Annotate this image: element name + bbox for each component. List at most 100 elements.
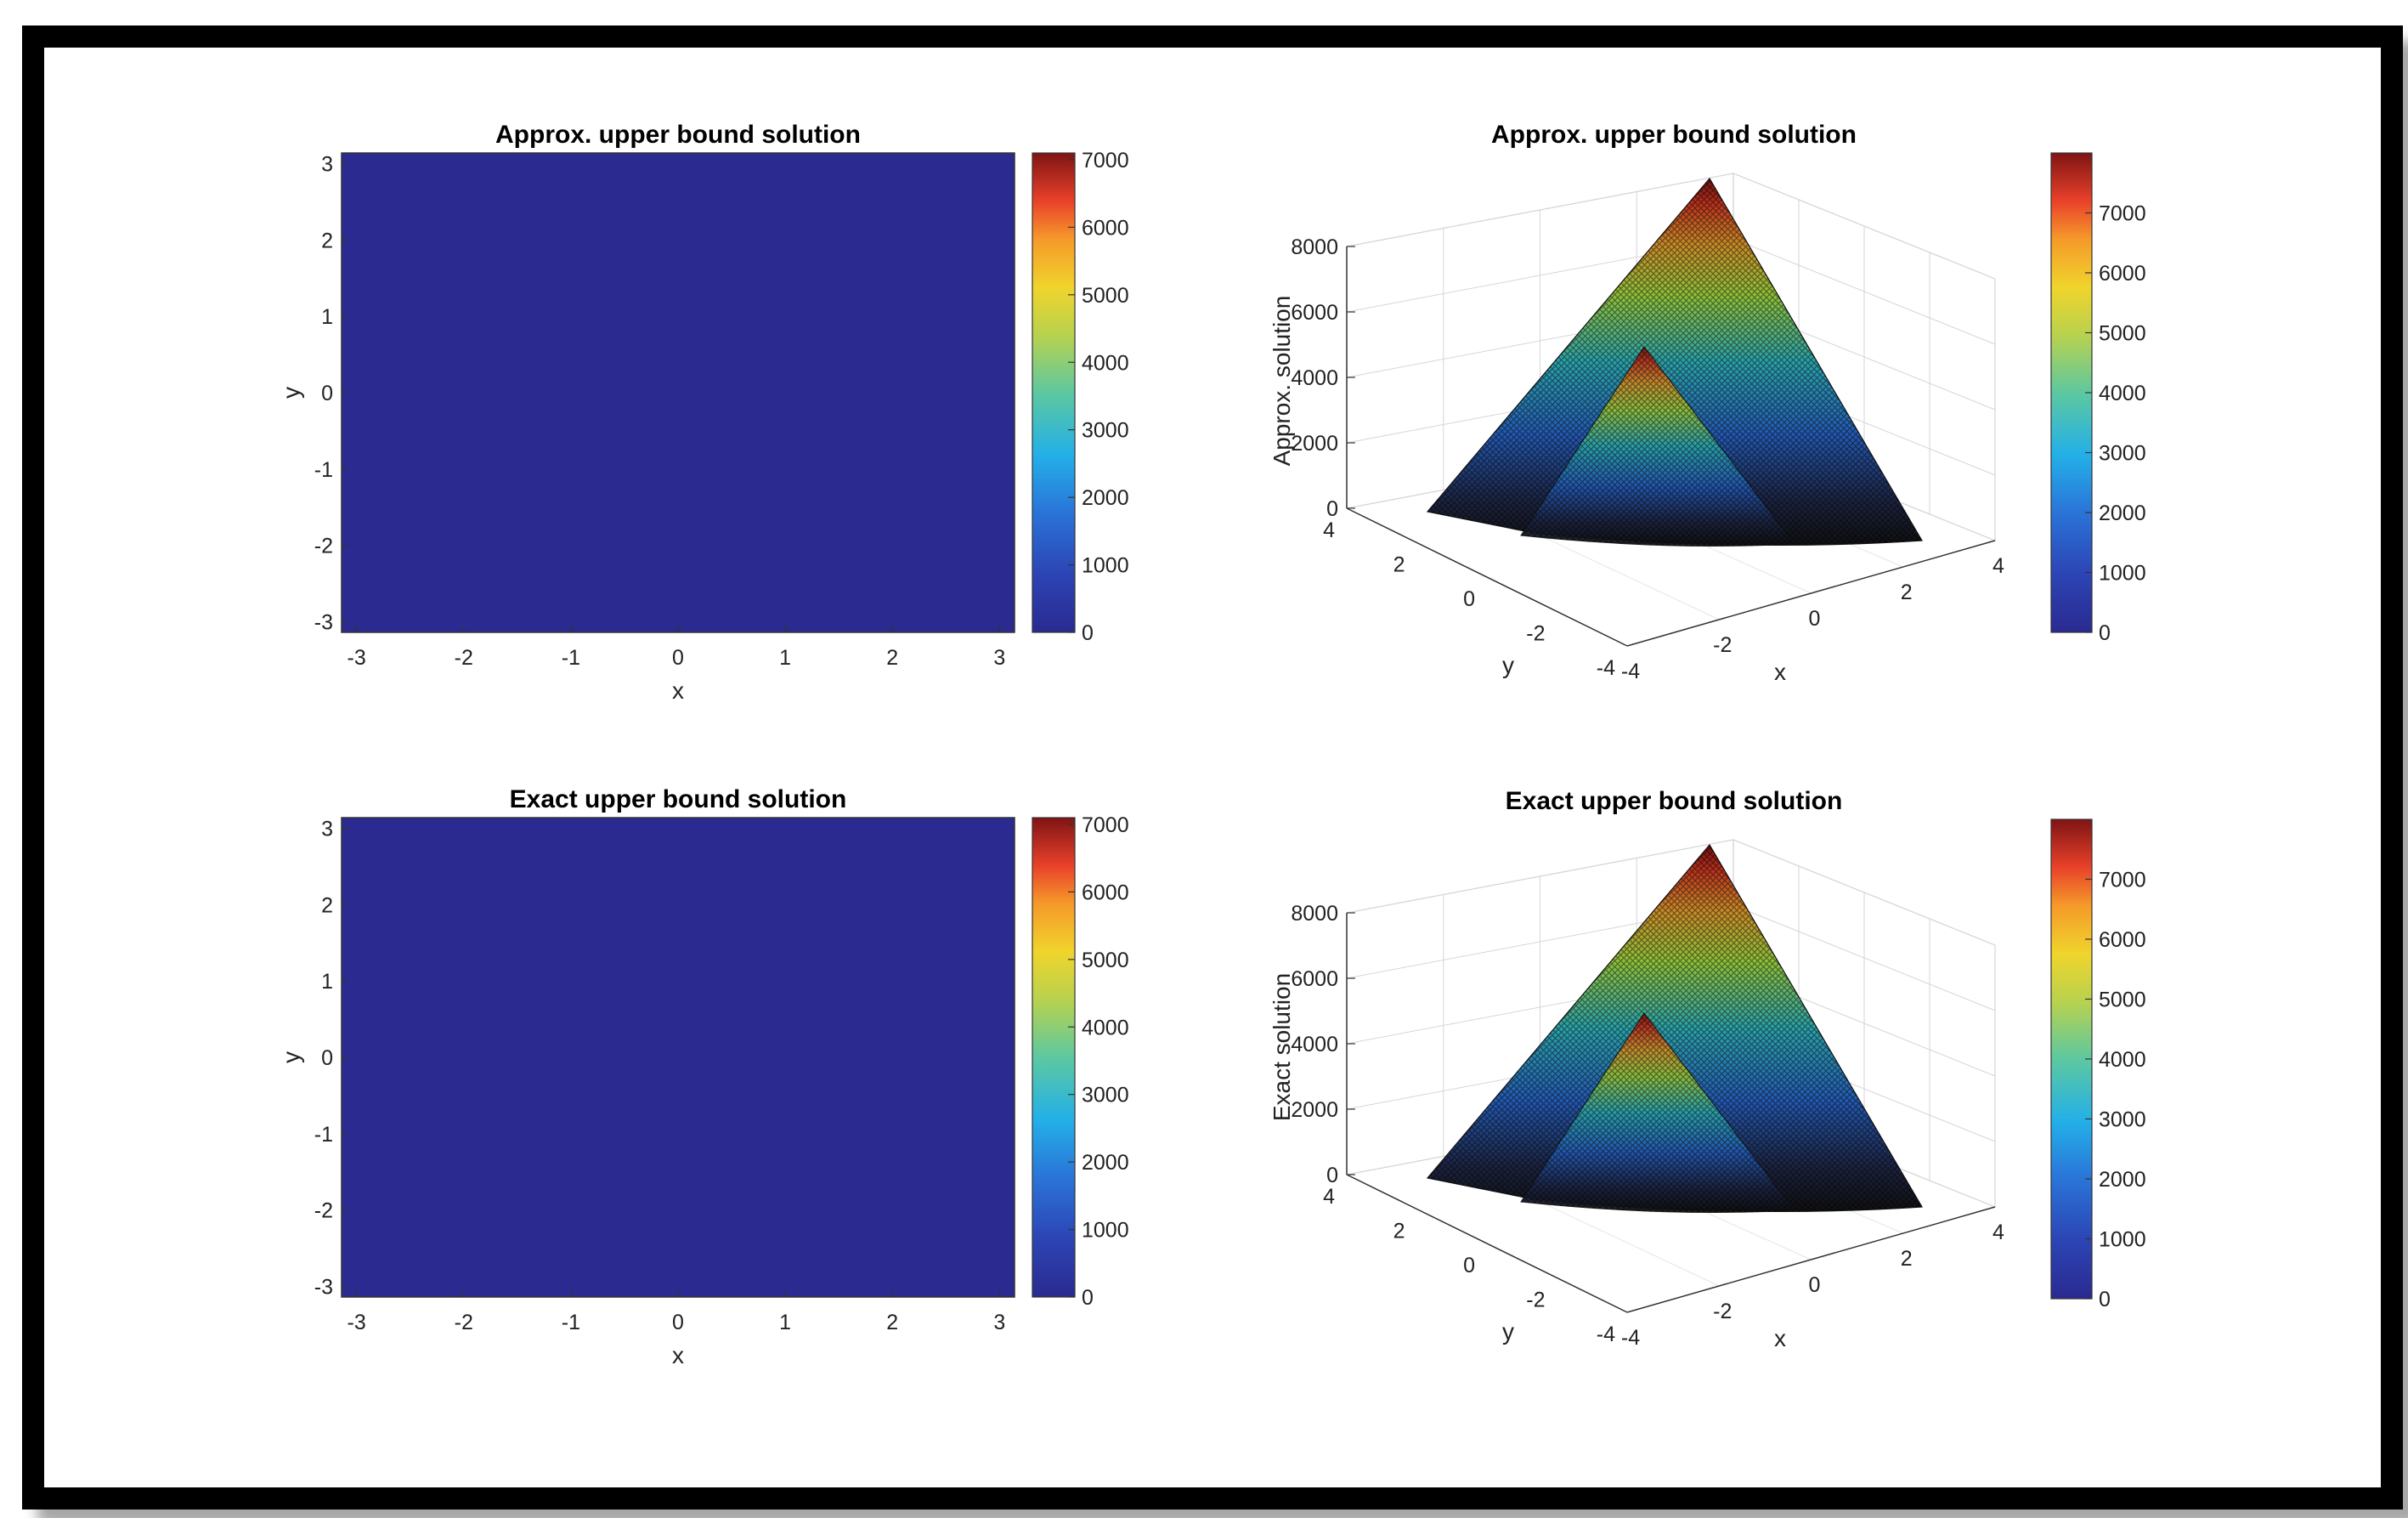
y-tick-label: 0 — [1463, 587, 1475, 611]
colorbar-tick-label: 6000 — [1082, 216, 1129, 240]
colorbar-tick-label: 3000 — [2099, 442, 2146, 466]
y-tick-label: -2 — [314, 535, 333, 558]
colorbar-tick-label: 3000 — [1082, 419, 1129, 443]
colorbar-tick-label: 4000 — [1082, 351, 1129, 375]
x-axis-label: x — [672, 677, 684, 704]
colorbar-tick-label: 2000 — [1082, 1151, 1129, 1175]
contour-fills — [342, 153, 1015, 632]
x-tick-label: 4 — [1993, 1221, 2004, 1244]
colorbar-tick-label: 2000 — [2099, 1168, 2146, 1192]
colorbar-tick-label: 0 — [2099, 621, 2111, 645]
contour-plot-2: -3 -2 -1 0 1 2 3 -3 -2 -1 0 1 2 3 Exact upper bound so… — [278, 785, 1129, 1368]
z-tick-label: 4000 — [1291, 366, 1338, 390]
y-tick-label: -2 — [1526, 1289, 1545, 1312]
colorbar-tick-label: 0 — [2099, 1288, 2111, 1311]
y-tick-label: 1 — [321, 970, 333, 994]
y-tick-label: 0 — [1463, 1254, 1475, 1277]
x-tick-label: -2 — [455, 1311, 473, 1334]
y-axis-label: y — [278, 387, 304, 399]
y-tick-label: -3 — [314, 1275, 333, 1299]
colorbar — [1032, 152, 1076, 633]
colorbar — [1032, 817, 1076, 1298]
x-tick-label: -4 — [1621, 1326, 1640, 1350]
x-axis-line — [1626, 540, 1996, 647]
colorbar-tick-label: 3000 — [2099, 1108, 2146, 1132]
x-tick-label: 1 — [779, 1311, 791, 1334]
colorbar-tick-label: 5000 — [1082, 284, 1129, 308]
subplot-grid: -3 -2 -1 0 1 2 3 -3 -2 -1 0 1 2 3 Approx. upper bound … — [278, 121, 2146, 1368]
colorbar-tick-label: 4000 — [2099, 1048, 2146, 1072]
colorbar-tick-label: 5000 — [2099, 322, 2146, 346]
colorbar-tick-label: 1000 — [2099, 1228, 2146, 1252]
surface-plot-1: 0 2000 4000 6000 8000 4 2 0 -2 -4 -4 -2 0 2 4 x y Approx.… — [1269, 121, 2146, 685]
colorbar-tick-label: 4000 — [1082, 1016, 1129, 1039]
z-axis-label: Exact solution — [1269, 973, 1295, 1121]
contour-fills — [342, 818, 1015, 1297]
z-tick-label: 6000 — [1291, 301, 1338, 325]
y-axis-label: y — [278, 1051, 304, 1063]
x-tick-label: 3 — [993, 1311, 1005, 1334]
y-tick-label: 3 — [321, 153, 333, 177]
x-tick-label: 0 — [672, 646, 684, 670]
x-tick-label: -1 — [562, 1311, 580, 1334]
y-tick-label: 0 — [321, 1046, 333, 1070]
y-tick-label: -4 — [1597, 1323, 1615, 1346]
y-tick-label: 1 — [321, 305, 333, 329]
z-axis-label: Approx. solution — [1269, 296, 1295, 467]
surface-inner-mesh — [1521, 347, 1795, 547]
x-axis-label: x — [672, 1342, 684, 1368]
plot-title: Approx. upper bound solution — [1491, 121, 1857, 149]
x-tick-label: 1 — [779, 646, 791, 670]
y-tick-label: -1 — [314, 458, 333, 482]
z-tick-label: 2000 — [1291, 1098, 1338, 1122]
y-tick-label: 4 — [1323, 1185, 1335, 1209]
x-tick-label: -1 — [562, 646, 580, 670]
y-axis-label: y — [1502, 652, 1514, 678]
x-tick-label: 0 — [1809, 1273, 1821, 1297]
y-tick-label: -2 — [314, 1199, 333, 1223]
x-tick-label: 3 — [993, 646, 1005, 670]
colorbar-tick-label: 5000 — [1082, 949, 1129, 972]
colorbar-tick-label: 5000 — [2099, 988, 2146, 1012]
x-tick-label: 0 — [1809, 607, 1821, 631]
y-tick-label: -1 — [314, 1123, 333, 1147]
x-axis-label: x — [1774, 1325, 1786, 1351]
colorbar-tick-label: 1000 — [1082, 1219, 1129, 1243]
colorbar-tick-label: 6000 — [2099, 928, 2146, 952]
colorbar-tick-label: 7000 — [2099, 869, 2146, 892]
y-axis-line — [1346, 507, 1628, 647]
x-tick-label: 4 — [1993, 554, 2004, 578]
z-tick-label: 4000 — [1291, 1033, 1338, 1056]
contour-band — [342, 153, 1015, 632]
surface-mesh — [1427, 178, 1922, 546]
x-tick-label: 2 — [1901, 1247, 1913, 1271]
y-axis-label: y — [1502, 1318, 1514, 1345]
y-tick-label: 3 — [321, 818, 333, 841]
colorbar-tick-label: 0 — [1082, 621, 1094, 645]
colorbar-tick-label: 1000 — [1082, 554, 1129, 578]
contour-plot-0: -3 -2 -1 0 1 2 3 -3 -2 -1 0 1 2 3 Approx. upper bound … — [278, 121, 1129, 704]
colorbar-tick-label: 2000 — [2099, 501, 2146, 525]
y-tick-label: -4 — [1597, 656, 1615, 680]
x-axis-line — [1626, 1206, 1996, 1313]
x-axis-label: x — [1774, 659, 1786, 685]
y-tick-label: -3 — [314, 610, 333, 634]
surface-inner-mesh — [1521, 1013, 1795, 1213]
surface-plot-3: 0 2000 4000 6000 8000 4 2 0 -2 -4 -4 -2 0 2 4 x y Exact s… — [1269, 787, 2146, 1351]
y-tick-label: 2 — [321, 893, 333, 917]
y-tick-label: -2 — [1526, 622, 1545, 646]
x-tick-label: 0 — [672, 1311, 684, 1334]
colorbar-tick-label: 6000 — [2099, 262, 2146, 286]
contour-band — [342, 818, 1015, 1297]
x-tick-label: -2 — [455, 646, 473, 670]
x-tick-label: 2 — [1901, 581, 1913, 604]
x-tick-label: -2 — [1713, 633, 1732, 657]
colorbar-tick-label: 7000 — [2099, 202, 2146, 226]
colorbar-tick-label: 6000 — [1082, 881, 1129, 904]
colorbar-tick-label: 7000 — [1082, 813, 1129, 837]
z-tick-label: 8000 — [1291, 235, 1338, 259]
z-gridline — [1346, 839, 1996, 946]
x-tick-label: 2 — [886, 1311, 898, 1334]
y-tick-label: 2 — [1393, 553, 1405, 577]
